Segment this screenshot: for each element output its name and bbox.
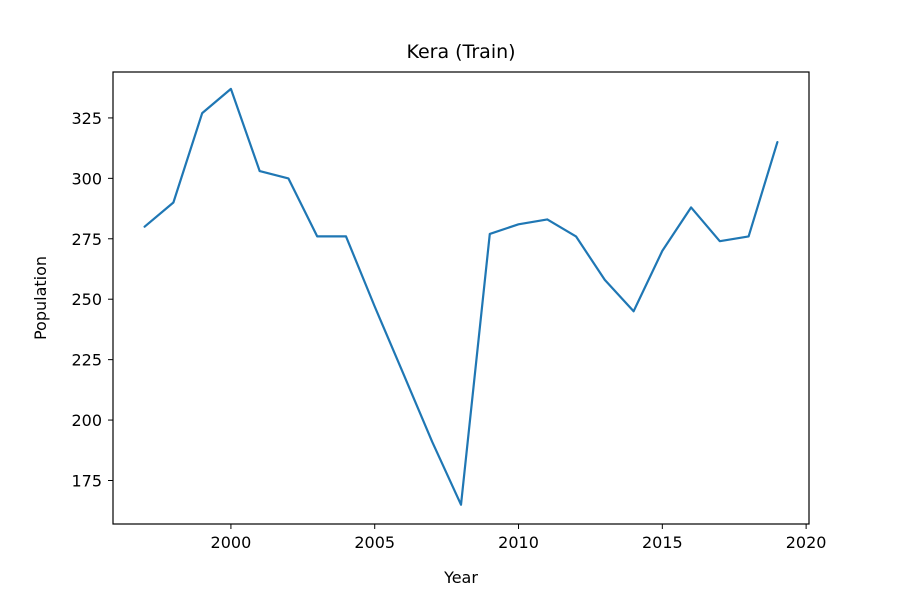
y-axis: 175 200 225 250 275 300 325 [71, 109, 113, 490]
y-tick-label: 250 [71, 290, 102, 309]
x-tick-label: 2010 [498, 533, 539, 552]
y-axis-title: Population [31, 256, 50, 340]
y-tick-label: 225 [71, 351, 102, 370]
y-tick-label: 175 [71, 471, 102, 490]
y-tick-label: 200 [71, 411, 102, 430]
y-tick-label: 325 [71, 109, 102, 128]
x-tick-label: 2005 [354, 533, 395, 552]
y-tick-label: 300 [71, 169, 102, 188]
series-line [143, 87, 779, 506]
y-tick-label: 275 [71, 230, 102, 249]
x-tick-label: 2015 [642, 533, 683, 552]
x-tick-label: 2000 [211, 533, 252, 552]
plot-area [143, 87, 779, 506]
x-axis-title: Year [443, 568, 478, 587]
x-axis: 2000 2005 2010 2015 2020 [211, 524, 827, 552]
plot-frame [112, 71, 810, 525]
x-tick-label: 2020 [786, 533, 827, 552]
chart-title: Kera (Train) [406, 41, 515, 63]
